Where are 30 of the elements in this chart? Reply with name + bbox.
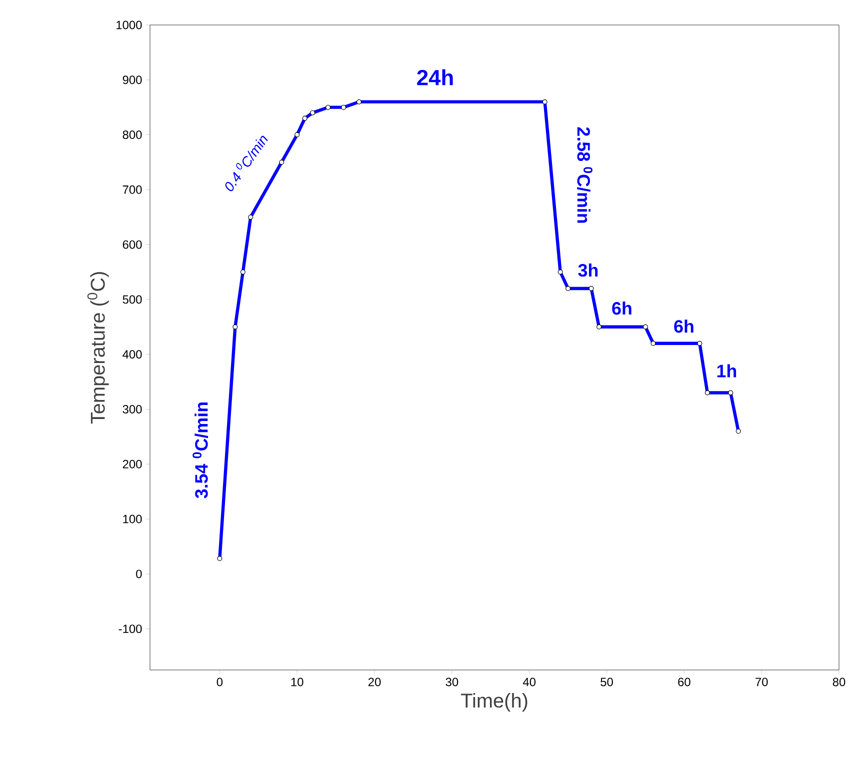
y-tick-label: 400 — [122, 350, 142, 359]
annotation: 1h — [717, 364, 736, 378]
x-tick-label: 20 — [368, 678, 381, 686]
y-tick-label: 300 — [122, 405, 142, 414]
x-tick-label: 70 — [756, 678, 768, 686]
y-tick-label: -100 — [118, 624, 142, 634]
y-tick-label: 500 — [122, 295, 142, 304]
y-tick-label: 100 — [123, 514, 142, 524]
annotation: 3.54 $^{0}$C/min — [192, 402, 208, 498]
x-tick-label: 30 — [446, 678, 458, 686]
x-tick-label: 80 — [832, 678, 846, 686]
annotation: 24h — [417, 69, 453, 86]
y-tick-label: 900 — [122, 76, 142, 84]
x-tick-label: 0 — [216, 678, 223, 686]
y-tick-label: 700 — [122, 185, 142, 194]
x-tick-label: 40 — [522, 678, 536, 686]
y-tick-label: 1000 — [116, 20, 142, 30]
y-axis-title: Temperature ($^{0}$C) — [87, 272, 109, 424]
x-tick-label: 50 — [600, 678, 613, 686]
annotation: 6h — [612, 302, 632, 315]
annotation: 3h — [578, 263, 598, 277]
y-tick-label: 800 — [122, 130, 142, 139]
annotation: 6h — [674, 320, 694, 333]
y-tick-label: 0 — [136, 570, 142, 578]
y-tick-label: 600 — [122, 240, 142, 249]
annotation: 2.58 $^{0}$C/min — [577, 127, 592, 223]
x-axis-title: Time(h) — [461, 693, 528, 712]
x-tick-label: 10 — [291, 678, 304, 686]
x-tick-label: 60 — [678, 678, 690, 686]
y-tick-label: 200 — [122, 460, 142, 468]
